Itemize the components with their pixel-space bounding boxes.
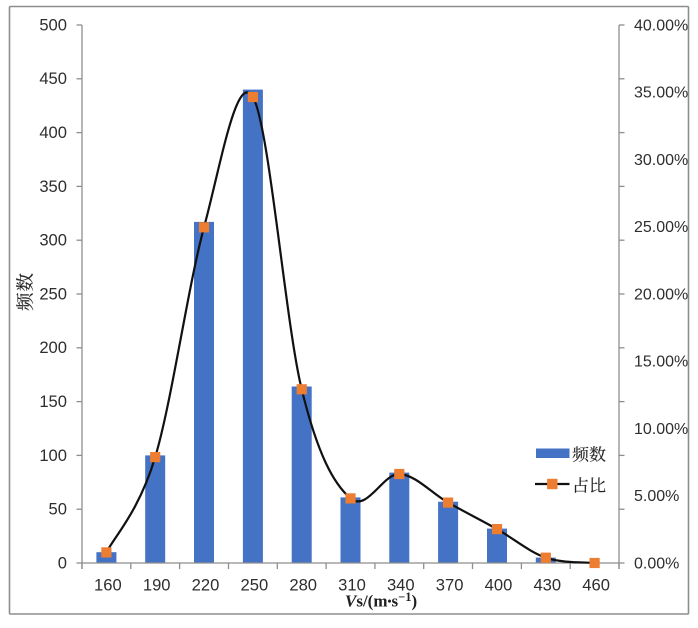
svg-text:200: 200	[39, 338, 67, 357]
svg-text:350: 350	[39, 177, 67, 196]
svg-text:460: 460	[582, 576, 610, 595]
svg-text:10.00%: 10.00%	[634, 421, 688, 438]
svg-text:400: 400	[485, 576, 513, 595]
svg-text:25.00%: 25.00%	[634, 219, 688, 236]
svg-text:20.00%: 20.00%	[634, 286, 688, 303]
svg-text:370: 370	[436, 576, 464, 595]
svg-text:35.00%: 35.00%	[634, 85, 688, 102]
svg-text:160: 160	[94, 576, 122, 595]
svg-text:40.00%: 40.00%	[634, 17, 688, 34]
svg-text:190: 190	[143, 576, 171, 595]
svg-text:310: 310	[338, 576, 366, 595]
svg-text:0.00%: 0.00%	[634, 555, 679, 572]
svg-text:100: 100	[39, 446, 67, 465]
svg-text:300: 300	[39, 231, 67, 250]
svg-text:5.00%: 5.00%	[634, 488, 679, 505]
svg-text:430: 430	[533, 576, 561, 595]
svg-text:0: 0	[58, 553, 67, 572]
svg-text:50: 50	[49, 500, 67, 519]
svg-text:250: 250	[241, 576, 269, 595]
svg-text:340: 340	[387, 576, 415, 595]
svg-text:280: 280	[289, 576, 317, 595]
svg-text:400: 400	[39, 123, 67, 142]
svg-text:250: 250	[39, 284, 67, 303]
svg-text:150: 150	[39, 392, 67, 411]
svg-text:15.00%: 15.00%	[634, 354, 688, 371]
svg-text:30.00%: 30.00%	[634, 152, 688, 169]
svg-text:220: 220	[192, 576, 220, 595]
svg-text:500: 500	[39, 15, 67, 34]
svg-text:450: 450	[39, 69, 67, 88]
